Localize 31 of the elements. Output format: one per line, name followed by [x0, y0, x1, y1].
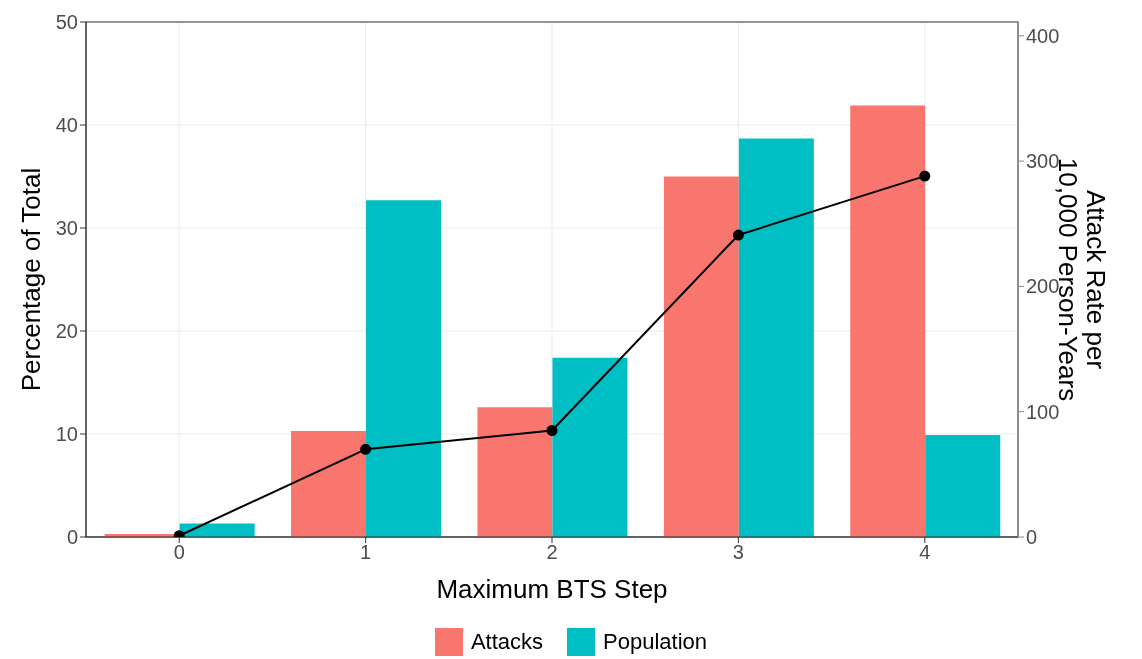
y-tick-label: 40 [55, 114, 78, 137]
y-tick-label: 0 [66, 526, 78, 549]
bar [291, 430, 367, 537]
bar [663, 176, 739, 537]
y2-tick-label: 0 [1026, 526, 1038, 549]
bar [738, 138, 814, 537]
bar [366, 200, 442, 537]
y-tick-label: 30 [55, 217, 78, 240]
y-tick-label: 20 [55, 320, 78, 343]
y2-tick-label: 100 [1026, 400, 1060, 423]
x-axis-title: Maximum BTS Step [436, 574, 668, 604]
bar [477, 407, 553, 537]
legend-label: Population [603, 629, 708, 655]
point [732, 229, 744, 241]
bar [850, 105, 926, 537]
y-tick-label: 10 [55, 423, 78, 446]
point [360, 443, 372, 455]
bar [925, 435, 1001, 537]
x-tick-label: 4 [919, 541, 931, 564]
y2-tick-label: 400 [1026, 24, 1060, 47]
legend-label: Attacks [470, 629, 544, 655]
point [919, 170, 931, 182]
y-tick-label: 50 [55, 11, 78, 34]
point [546, 424, 558, 436]
bar [552, 357, 628, 537]
y2-tick-label: 200 [1026, 275, 1060, 298]
y-axis-title: Percentage of Total [16, 167, 46, 392]
x-tick-label: 0 [173, 541, 185, 564]
x-tick-label: 1 [360, 541, 372, 564]
x-tick-label: 2 [546, 541, 558, 564]
x-tick-label: 3 [732, 541, 744, 564]
